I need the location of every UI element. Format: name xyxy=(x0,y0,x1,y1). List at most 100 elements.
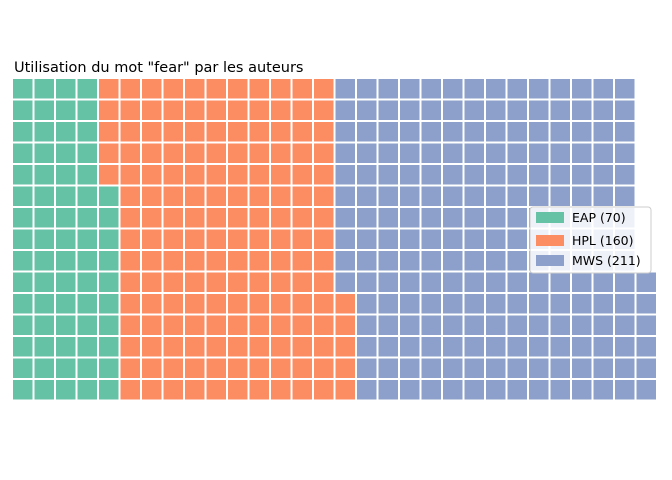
waffle-cell-mws xyxy=(400,186,420,206)
waffle-cell-eap xyxy=(77,251,97,271)
waffle-cell-hpl xyxy=(120,79,140,99)
waffle-cell-mws xyxy=(400,229,420,249)
waffle-cell-hpl xyxy=(163,79,183,99)
waffle-cell-mws xyxy=(378,122,398,142)
waffle-cell-mws xyxy=(421,229,441,249)
waffle-cell-hpl xyxy=(271,272,291,292)
waffle-cell-mws xyxy=(572,272,592,292)
waffle-cell-hpl xyxy=(206,208,226,228)
waffle-cell-eap xyxy=(34,251,54,271)
waffle-cell-eap xyxy=(77,294,97,314)
waffle-cell-mws xyxy=(378,143,398,163)
waffle-cell-eap xyxy=(34,272,54,292)
waffle-cell-mws xyxy=(550,143,570,163)
waffle-cell-hpl xyxy=(228,100,248,120)
waffle-cell-mws xyxy=(529,315,549,335)
waffle-cell-hpl xyxy=(206,186,226,206)
waffle-cell-hpl xyxy=(185,122,205,142)
waffle-cell-hpl xyxy=(271,315,291,335)
waffle-cell-mws xyxy=(507,122,527,142)
waffle-cell-eap xyxy=(77,272,97,292)
waffle-cell-hpl xyxy=(163,251,183,271)
waffle-cell-hpl xyxy=(120,100,140,120)
waffle-cell-hpl xyxy=(228,208,248,228)
waffle-cell-hpl xyxy=(228,186,248,206)
waffle-cell-mws xyxy=(400,143,420,163)
waffle-cell-hpl xyxy=(120,315,140,335)
waffle-cell-hpl xyxy=(185,337,205,357)
waffle-cell-hpl xyxy=(292,79,312,99)
waffle-cell-mws xyxy=(486,294,506,314)
waffle-cell-mws xyxy=(357,337,377,357)
waffle-cell-mws xyxy=(400,294,420,314)
waffle-cell-eap xyxy=(34,122,54,142)
waffle-cell-hpl xyxy=(99,122,119,142)
waffle-cell-hpl xyxy=(163,186,183,206)
waffle-cell-eap xyxy=(34,208,54,228)
waffle-cell-eap xyxy=(13,229,33,249)
waffle-cell-hpl xyxy=(163,122,183,142)
waffle-cell-eap xyxy=(56,100,76,120)
waffle-cell-hpl xyxy=(249,251,269,271)
waffle-cell-mws xyxy=(443,165,463,185)
waffle-cell-mws xyxy=(550,337,570,357)
waffle-cell-mws xyxy=(636,380,656,400)
waffle-cell-mws xyxy=(421,100,441,120)
waffle-cell-hpl xyxy=(228,251,248,271)
waffle-cell-hpl xyxy=(249,229,269,249)
waffle-cell-hpl xyxy=(142,143,162,163)
waffle-cell-mws xyxy=(443,272,463,292)
waffle-cell-eap xyxy=(13,79,33,99)
waffle-cell-hpl xyxy=(271,186,291,206)
waffle-cell-mws xyxy=(443,100,463,120)
waffle-cell-mws xyxy=(421,251,441,271)
waffle-cell-mws xyxy=(357,229,377,249)
waffle-cell-mws xyxy=(443,380,463,400)
waffle-cell-mws xyxy=(572,358,592,378)
waffle-cell-mws xyxy=(550,315,570,335)
waffle-cell-mws xyxy=(335,100,355,120)
waffle-cell-mws xyxy=(636,337,656,357)
waffle-cell-hpl xyxy=(163,337,183,357)
waffle-cell-mws xyxy=(507,229,527,249)
waffle-cell-eap xyxy=(34,186,54,206)
waffle-cell-hpl xyxy=(335,315,355,335)
waffle-cell-hpl xyxy=(292,208,312,228)
waffle-cell-hpl xyxy=(185,358,205,378)
waffle-cell-mws xyxy=(572,315,592,335)
waffle-cell-mws xyxy=(593,380,613,400)
waffle-cell-mws xyxy=(550,272,570,292)
waffle-cell-eap xyxy=(99,186,119,206)
waffle-cell-hpl xyxy=(163,165,183,185)
waffle-cell-hpl xyxy=(314,251,334,271)
waffle-cell-hpl xyxy=(120,229,140,249)
waffle-cell-mws xyxy=(529,272,549,292)
waffle-cell-mws xyxy=(486,315,506,335)
waffle-cell-mws xyxy=(593,143,613,163)
waffle-cell-mws xyxy=(464,272,484,292)
waffle-cell-mws xyxy=(378,315,398,335)
waffle-cell-mws xyxy=(572,186,592,206)
waffle-cell-eap xyxy=(77,315,97,335)
waffle-cell-mws xyxy=(443,229,463,249)
waffle-cell-mws xyxy=(421,122,441,142)
waffle-cell-hpl xyxy=(206,315,226,335)
waffle-cell-eap xyxy=(56,358,76,378)
waffle-cell-hpl xyxy=(249,122,269,142)
waffle-cell-mws xyxy=(593,122,613,142)
waffle-cell-mws xyxy=(357,380,377,400)
waffle-cell-mws xyxy=(335,272,355,292)
waffle-cell-hpl xyxy=(163,143,183,163)
waffle-cell-mws xyxy=(464,337,484,357)
waffle-cell-mws xyxy=(443,208,463,228)
waffle-cell-mws xyxy=(507,79,527,99)
waffle-cell-mws xyxy=(378,79,398,99)
waffle-cell-mws xyxy=(507,358,527,378)
waffle-cell-mws xyxy=(529,143,549,163)
waffle-cell-hpl xyxy=(120,122,140,142)
waffle-cell-mws xyxy=(400,79,420,99)
waffle-cell-mws xyxy=(593,315,613,335)
waffle-cell-mws xyxy=(550,79,570,99)
waffle-cell-mws xyxy=(593,337,613,357)
waffle-cell-hpl xyxy=(185,79,205,99)
